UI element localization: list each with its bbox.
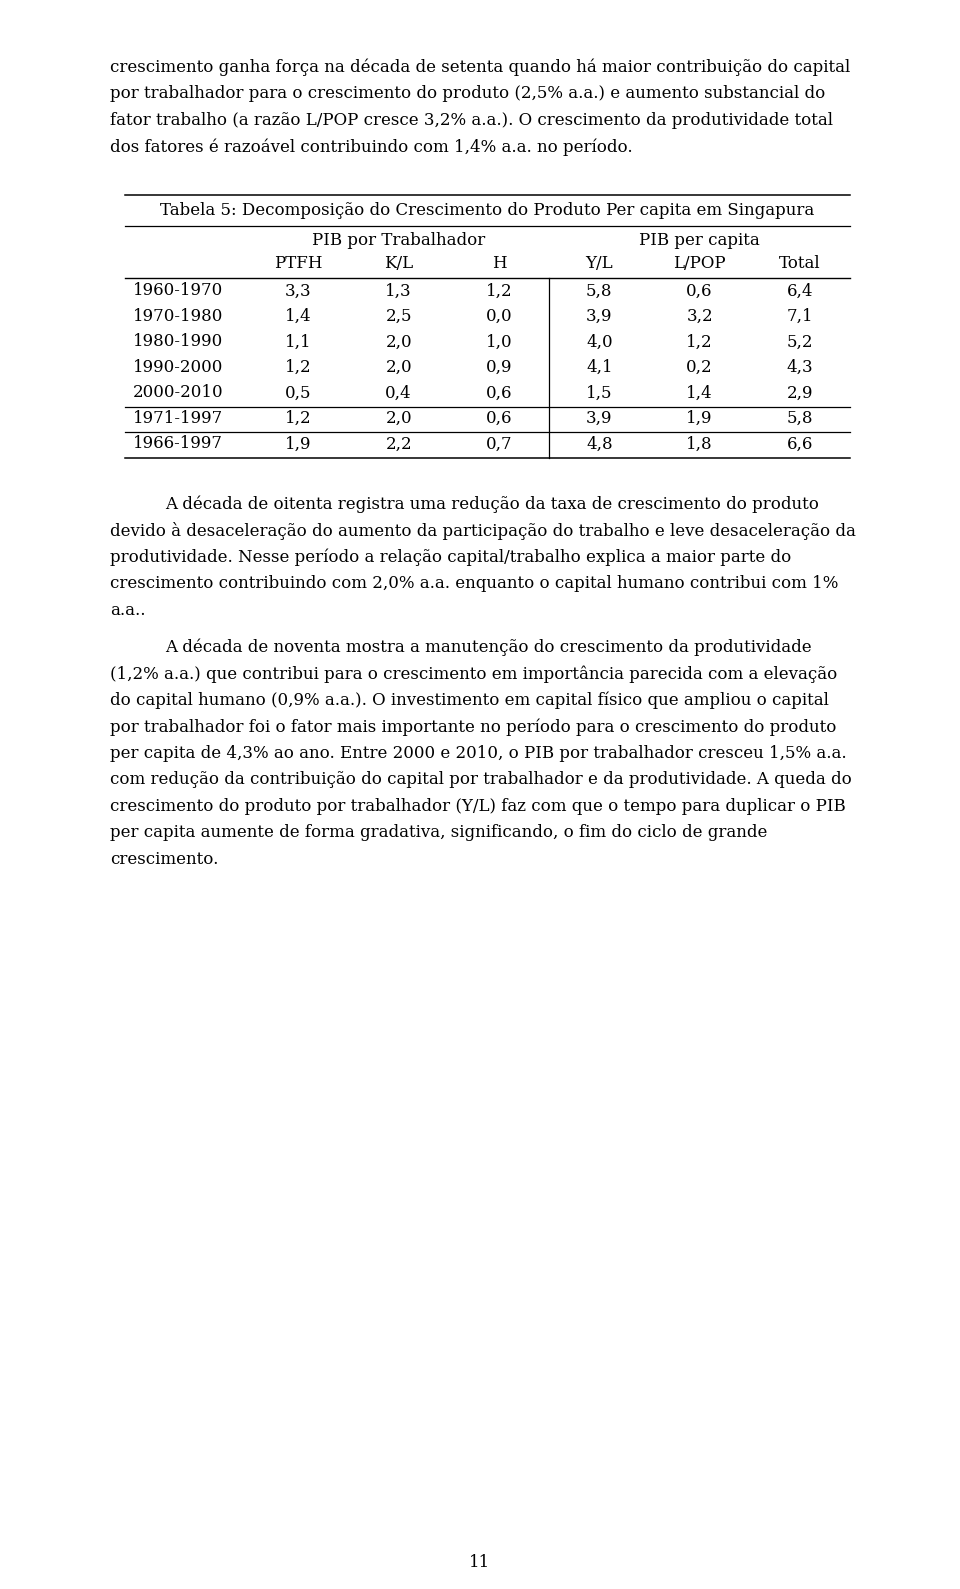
Text: dos fatores é razoável contribuindo com 1,4% a.a. no período.: dos fatores é razoável contribuindo com … <box>110 138 633 156</box>
Text: 1,2: 1,2 <box>686 334 713 351</box>
Text: 6,4: 6,4 <box>786 283 813 299</box>
Text: 0,0: 0,0 <box>486 308 513 324</box>
Text: Tabela 5: Decomposição do Crescimento do Produto Per capita em Singapura: Tabela 5: Decomposição do Crescimento do… <box>160 202 815 219</box>
Text: devido à desaceleração do aumento da participação do trabalho e leve desaceleraç: devido à desaceleração do aumento da par… <box>110 523 856 540</box>
Text: crescimento do produto por trabalhador (Y/L) faz com que o tempo para duplicar o: crescimento do produto por trabalhador (… <box>110 798 846 815</box>
Text: A década de oitenta registra uma redução da taxa de crescimento do produto: A década de oitenta registra uma redução… <box>165 496 819 513</box>
Text: 0,4: 0,4 <box>385 385 412 402</box>
Text: 1966-1997: 1966-1997 <box>133 435 223 453</box>
Text: 6,6: 6,6 <box>786 435 813 453</box>
Text: 2,2: 2,2 <box>385 435 412 453</box>
Text: crescimento contribuindo com 2,0% a.a. enquanto o capital humano contribui com 1: crescimento contribuindo com 2,0% a.a. e… <box>110 575 838 593</box>
Text: 1,2: 1,2 <box>486 283 513 299</box>
Text: Y/L: Y/L <box>586 254 613 272</box>
Text: 1,8: 1,8 <box>686 435 713 453</box>
Text: A década de noventa mostra a manutenção do crescimento da produtividade: A década de noventa mostra a manutenção … <box>165 639 811 656</box>
Text: 0,9: 0,9 <box>486 359 513 377</box>
Text: 4,0: 4,0 <box>586 334 612 351</box>
Text: per capita de 4,3% ao ano. Entre 2000 e 2010, o PIB por trabalhador cresceu 1,5%: per capita de 4,3% ao ano. Entre 2000 e … <box>110 745 847 761</box>
Text: 2,0: 2,0 <box>385 359 412 377</box>
Text: 2,5: 2,5 <box>385 308 412 324</box>
Text: 2000-2010: 2000-2010 <box>133 385 224 402</box>
Text: crescimento.: crescimento. <box>110 850 218 868</box>
Text: a.a..: a.a.. <box>110 602 146 618</box>
Text: 2,9: 2,9 <box>786 385 813 402</box>
Text: 4,1: 4,1 <box>586 359 612 377</box>
Text: 5,8: 5,8 <box>586 283 612 299</box>
Text: 0,7: 0,7 <box>486 435 513 453</box>
Text: 4,3: 4,3 <box>786 359 813 377</box>
Text: 1,3: 1,3 <box>385 283 412 299</box>
Text: 1971-1997: 1971-1997 <box>133 410 224 427</box>
Text: 0,2: 0,2 <box>686 359 713 377</box>
Text: 7,1: 7,1 <box>786 308 813 324</box>
Text: PIB por Trabalhador: PIB por Trabalhador <box>312 232 486 249</box>
Text: 0,6: 0,6 <box>486 410 513 427</box>
Text: 3,9: 3,9 <box>586 410 612 427</box>
Text: 1990-2000: 1990-2000 <box>133 359 224 377</box>
Text: 1960-1970: 1960-1970 <box>133 283 224 299</box>
Text: H: H <box>492 254 506 272</box>
Text: L/POP: L/POP <box>673 254 726 272</box>
Text: (1,2% a.a.) que contribui para o crescimento em importância parecida com a eleva: (1,2% a.a.) que contribui para o crescim… <box>110 666 837 683</box>
Text: K/L: K/L <box>384 254 413 272</box>
Text: 2,0: 2,0 <box>385 410 412 427</box>
Text: 1980-1990: 1980-1990 <box>133 334 224 351</box>
Text: fator trabalho (a razão L/POP cresce 3,2% a.a.). O crescimento da produtividade : fator trabalho (a razão L/POP cresce 3,2… <box>110 111 833 129</box>
Text: 1,0: 1,0 <box>486 334 513 351</box>
Text: 11: 11 <box>469 1554 491 1572</box>
Text: 0,5: 0,5 <box>285 385 312 402</box>
Text: produtividade. Nesse período a relação capital/trabalho explica a maior parte do: produtividade. Nesse período a relação c… <box>110 548 791 566</box>
Text: 2,0: 2,0 <box>385 334 412 351</box>
Text: 3,9: 3,9 <box>586 308 612 324</box>
Text: do capital humano (0,9% a.a.). O investimento em capital físico que ampliou o ca: do capital humano (0,9% a.a.). O investi… <box>110 691 828 709</box>
Text: 0,6: 0,6 <box>486 385 513 402</box>
Text: PIB per capita: PIB per capita <box>639 232 760 249</box>
Text: 1,5: 1,5 <box>586 385 612 402</box>
Text: 5,2: 5,2 <box>786 334 813 351</box>
Text: PTFH: PTFH <box>275 254 323 272</box>
Text: 1,9: 1,9 <box>686 410 713 427</box>
Text: 1,9: 1,9 <box>285 435 312 453</box>
Text: 1,2: 1,2 <box>285 410 312 427</box>
Text: per capita aumente de forma gradativa, significando, o fim do ciclo de grande: per capita aumente de forma gradativa, s… <box>110 825 767 841</box>
Text: 1,4: 1,4 <box>686 385 713 402</box>
Text: 3,3: 3,3 <box>285 283 312 299</box>
Text: 1970-1980: 1970-1980 <box>133 308 224 324</box>
Text: 1,4: 1,4 <box>285 308 312 324</box>
Text: crescimento ganha força na década de setenta quando há maior contribuição do cap: crescimento ganha força na década de set… <box>110 59 851 76</box>
Text: 1,2: 1,2 <box>285 359 312 377</box>
Text: 4,8: 4,8 <box>586 435 612 453</box>
Text: por trabalhador foi o fator mais importante no período para o crescimento do pro: por trabalhador foi o fator mais importa… <box>110 718 836 736</box>
Text: Total: Total <box>780 254 821 272</box>
Text: 5,8: 5,8 <box>786 410 813 427</box>
Text: por trabalhador para o crescimento do produto (2,5% a.a.) e aumento substancial : por trabalhador para o crescimento do pr… <box>110 86 826 103</box>
Text: 0,6: 0,6 <box>686 283 713 299</box>
Text: com redução da contribuição do capital por trabalhador e da produtividade. A que: com redução da contribuição do capital p… <box>110 771 852 788</box>
Text: 3,2: 3,2 <box>686 308 713 324</box>
Text: 1,1: 1,1 <box>285 334 312 351</box>
